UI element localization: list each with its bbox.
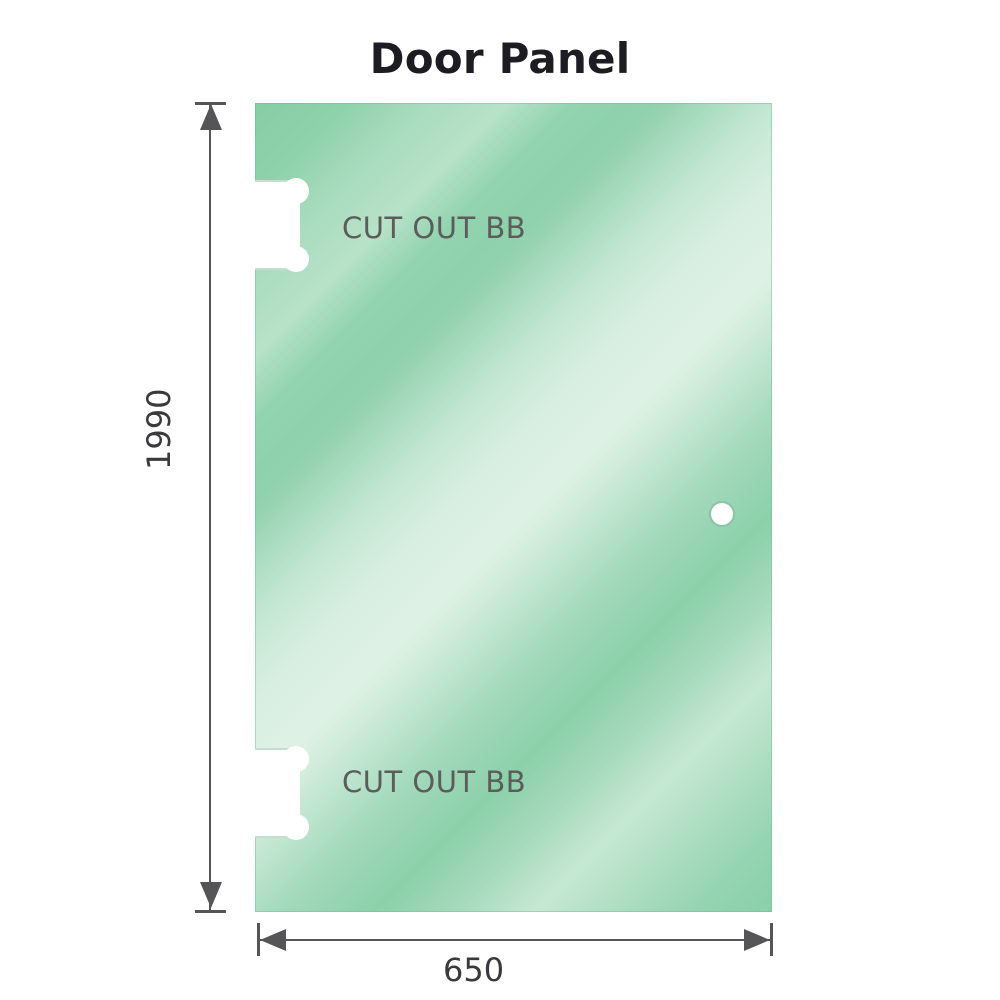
extension-tick-top xyxy=(195,102,226,105)
arrowhead-down-icon xyxy=(200,882,222,908)
cutout-edge-top xyxy=(255,748,300,750)
cutout-edge-top xyxy=(255,180,300,182)
cutout-lobe-bottom-icon xyxy=(283,814,309,840)
dimension-label-width: 650 xyxy=(443,951,505,989)
arrowhead-left-icon xyxy=(260,929,286,951)
cutout-lobe-top-icon xyxy=(283,746,309,772)
dimension-line-height xyxy=(209,103,211,912)
cutout-edge-bottom xyxy=(255,836,300,838)
page-title: Door Panel xyxy=(369,34,631,83)
extension-tick-bottom xyxy=(195,910,226,913)
cutout-lobe-top-icon xyxy=(283,178,309,204)
cutout-notch-upper xyxy=(255,178,309,272)
dimension-line-width xyxy=(258,939,772,941)
glass-surface xyxy=(255,103,772,912)
cutout-notch-lower xyxy=(255,746,309,840)
door-panel: CUT OUT BB CUT OUT BB xyxy=(255,103,772,912)
arrowhead-up-icon xyxy=(200,104,222,130)
drill-hole-icon xyxy=(711,503,733,525)
dimension-label-height: 1990 xyxy=(140,388,178,470)
arrowhead-right-icon xyxy=(744,929,770,951)
extension-tick-right xyxy=(770,923,773,956)
cutout-label-upper: CUT OUT BB xyxy=(342,211,527,245)
cutout-edge-bottom xyxy=(255,268,300,270)
cutout-lobe-bottom-icon xyxy=(283,246,309,272)
extension-tick-left xyxy=(257,923,260,956)
cutout-label-lower: CUT OUT BB xyxy=(342,765,527,799)
